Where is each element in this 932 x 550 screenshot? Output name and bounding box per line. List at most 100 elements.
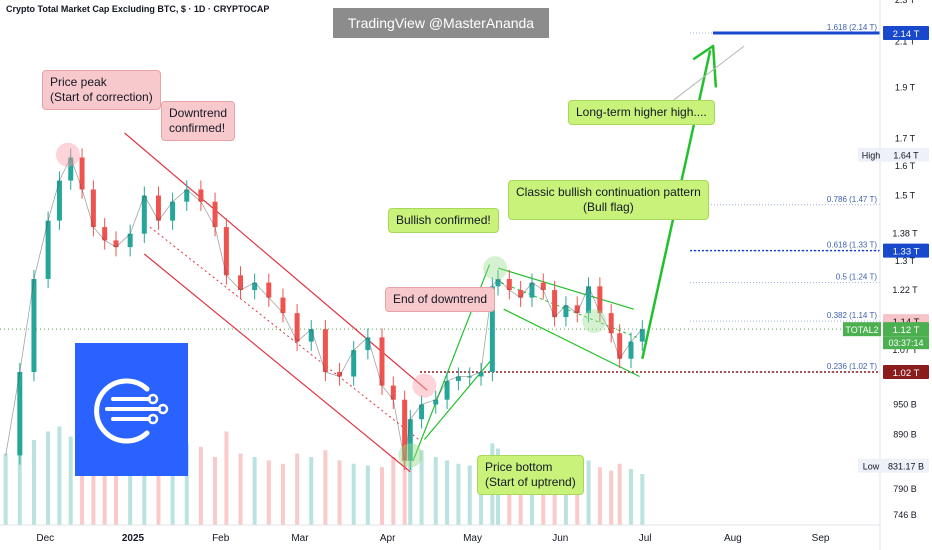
volume-bar	[419, 450, 424, 525]
volume-bar	[198, 446, 203, 525]
candle-body	[308, 329, 314, 342]
high_label-value-bg	[883, 147, 929, 162]
candle-body	[223, 227, 229, 276]
fib-level-label: 0.5 (1.24 T)	[836, 273, 878, 282]
candle-body	[597, 286, 603, 314]
horizontal-levels	[0, 31, 880, 373]
candle-body	[506, 278, 512, 291]
fib-level-label: 0.236 (1.02 T)	[827, 362, 877, 371]
x-tick-label: May	[463, 533, 482, 544]
volume-bar	[617, 463, 622, 525]
volume-bar	[170, 450, 175, 525]
candle-body	[113, 240, 119, 248]
volume-bar	[541, 467, 546, 525]
y-tick-label: 1.7 T	[895, 133, 916, 143]
candle-body	[102, 227, 108, 241]
volume-bar	[156, 453, 161, 525]
candle-body	[68, 157, 74, 181]
y-tick-label: 1.5 T	[895, 191, 916, 201]
x-tick-label: Jun	[552, 533, 568, 544]
volume-bar	[68, 436, 73, 525]
volume-bar	[91, 450, 96, 525]
high_label-value: 1.64 T	[893, 151, 919, 161]
x-tick-label: Feb	[212, 533, 230, 544]
downtrend-lower-line	[143, 253, 411, 473]
candle-body	[455, 376, 461, 382]
candle-body	[56, 180, 62, 221]
x-tick-label: Aug	[724, 533, 742, 544]
volume-bar	[266, 460, 271, 525]
volume-bar	[365, 465, 370, 525]
volume-bar	[628, 468, 633, 525]
price-line	[5, 156, 643, 461]
candle-body	[433, 399, 439, 405]
volume-bar	[563, 467, 568, 525]
brand-logo	[75, 343, 188, 476]
volume-bar	[295, 453, 300, 525]
candle-body	[379, 337, 385, 386]
countdown-bg	[883, 336, 929, 350]
watermark: TradingView @MasterAnanda	[333, 8, 549, 38]
candle-body	[266, 282, 272, 298]
highlight-circle	[412, 373, 437, 398]
volume-bar	[379, 467, 384, 525]
price-peak-note: Price peak (Start of correction)	[42, 70, 161, 110]
candle-body	[170, 201, 176, 221]
candle-body	[337, 371, 343, 377]
candle-body	[478, 371, 484, 377]
low_label-value: 831.17 B	[888, 462, 924, 472]
candle-body	[489, 286, 495, 372]
volume-bar	[445, 460, 450, 525]
long-term-higher-high-note: Long-term higher high....	[568, 100, 715, 125]
candle-body	[45, 220, 51, 279]
projection-arrow-head	[692, 44, 718, 88]
low_label-tag: Low	[863, 462, 880, 472]
downtrend-mid-line	[149, 226, 420, 440]
volume-bar	[213, 457, 218, 525]
downtrend-upper-line	[124, 132, 428, 391]
volume-bar	[114, 460, 119, 525]
candle-body	[552, 290, 558, 318]
high_label-tag-bg	[858, 147, 884, 162]
highlight-circle	[55, 142, 80, 167]
volume-bar	[467, 465, 472, 525]
chart-title: Crypto Total Market Cap Excluding BTC, $…	[6, 4, 270, 14]
price-bottom-note: Price bottom (Start of uptrend)	[477, 455, 584, 495]
volume-bar	[609, 470, 614, 525]
symbol-tag: TOTAL2	[845, 325, 878, 335]
x-tick-label: 2025	[122, 533, 145, 544]
low_label-value-bg	[883, 458, 929, 473]
y-tick-label: 1.38 T	[892, 229, 918, 239]
candle-body	[238, 275, 244, 291]
volume-bar	[102, 457, 107, 525]
countdown-label: 03:37:14	[888, 338, 923, 348]
candle-body	[79, 157, 85, 190]
candle-body	[518, 290, 524, 298]
volume-bar	[31, 440, 36, 525]
volume-bar	[309, 457, 314, 525]
volume-bar	[351, 463, 356, 525]
fib-level-label: 0.382 (1.14 T)	[827, 311, 877, 320]
price-axis-bg	[880, 0, 932, 550]
candle-body	[586, 286, 592, 314]
low_label-tag-bg	[858, 458, 884, 473]
candle-body	[17, 371, 23, 456]
y-tick-label: 1.07 T	[892, 345, 918, 355]
high_label-tag: High	[862, 151, 881, 161]
end-of-downtrend-note: End of downtrend	[385, 287, 496, 312]
volume-bar	[224, 431, 229, 525]
candle-body	[529, 282, 535, 298]
candle-body	[540, 282, 546, 291]
candle-body	[617, 333, 623, 359]
candle-body	[280, 297, 286, 314]
highlight-circle	[398, 443, 423, 468]
volume-bar	[391, 457, 396, 525]
time-axis[interactable]: Dec 2025 Feb Mar Apr May Jun Jul Aug Sep	[36, 533, 830, 544]
y-tick-label: 890 B	[893, 429, 917, 439]
flag-lower-line	[503, 308, 640, 378]
level-102-label: 1.02 T	[893, 368, 920, 379]
candle-body	[184, 189, 190, 202]
y-tick-label: 1.9 T	[895, 82, 916, 92]
